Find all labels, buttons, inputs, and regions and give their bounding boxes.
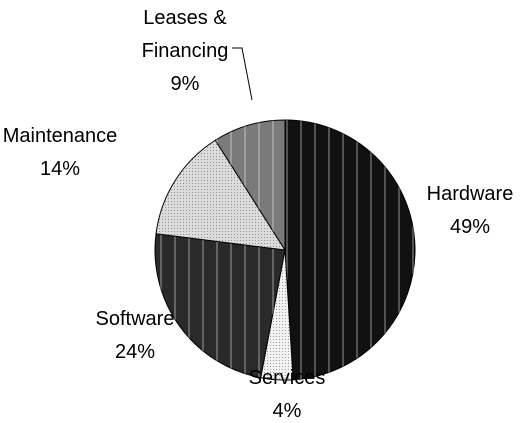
slice-label: Software 24% [70,303,200,369]
value-label: 14% [39,158,81,180]
category-label: Leases & Financing [141,7,229,62]
category-label: Hardware [426,183,514,205]
value-label: 9% [170,73,200,95]
slice-label: Services 4% [227,362,347,423]
value-label: 49% [449,216,491,238]
category-label: Maintenance [2,125,118,147]
slice-label: Hardware 49% [405,178,528,244]
category-label: Software [95,308,175,330]
leader-line [232,47,253,101]
pie-slice [284,119,416,381]
value-label: 4% [272,400,302,422]
slice-label: Maintenance 14% [0,120,130,186]
category-label: Services [248,367,326,389]
value-label: 24% [114,341,156,363]
slice-label: Leases & Financing 9% [125,2,245,101]
